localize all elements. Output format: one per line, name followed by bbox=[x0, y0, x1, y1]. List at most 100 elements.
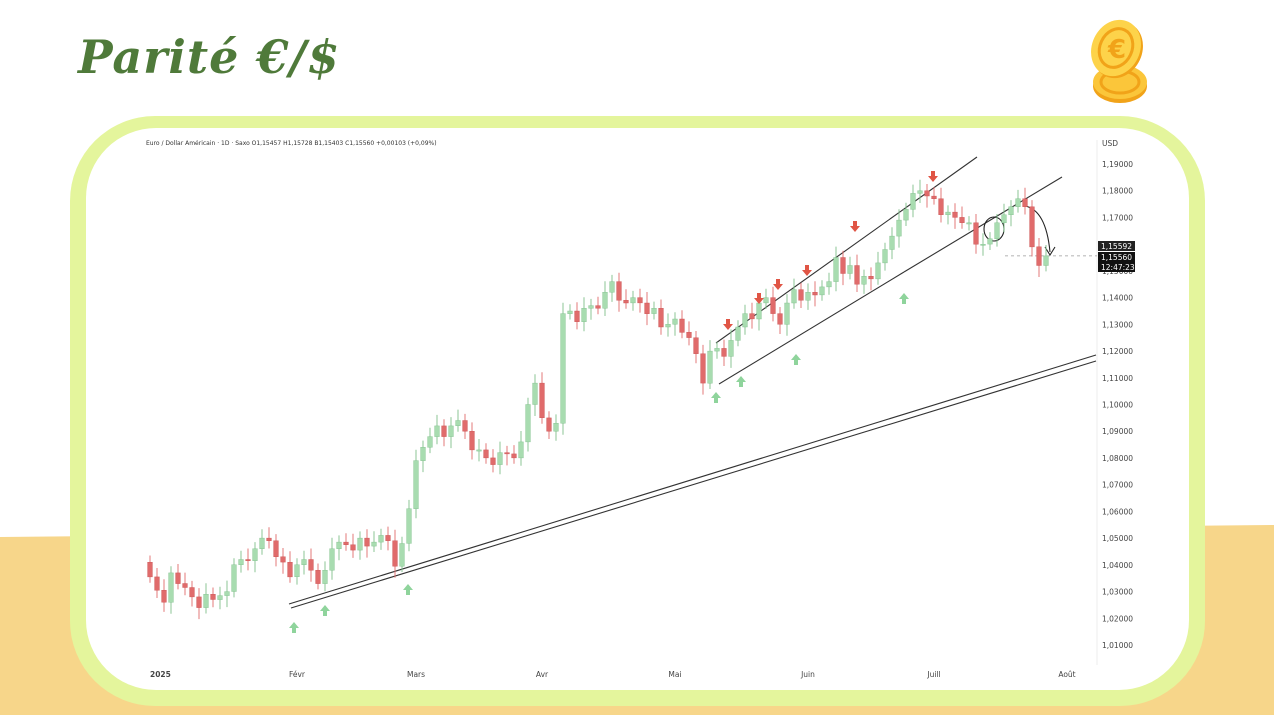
candle-body bbox=[833, 257, 839, 282]
candle-body bbox=[448, 425, 454, 437]
buy-arrow-icon bbox=[899, 293, 909, 304]
drop-arrow bbox=[1024, 205, 1051, 253]
y-tick-label: 1,14000 bbox=[1102, 294, 1133, 303]
candle-body bbox=[679, 318, 685, 333]
sell-arrow-icon bbox=[928, 171, 938, 182]
candle-body bbox=[882, 249, 888, 264]
x-tick-label: Juill bbox=[926, 670, 940, 679]
x-tick-label: Juin bbox=[800, 670, 815, 679]
candle-body bbox=[665, 324, 671, 328]
candle-body bbox=[476, 449, 482, 452]
candle-body bbox=[875, 262, 881, 280]
candle-body bbox=[959, 217, 965, 223]
candle-body bbox=[392, 540, 398, 567]
candle-body bbox=[588, 305, 594, 309]
candle-body bbox=[812, 292, 818, 296]
candle-body bbox=[322, 570, 328, 584]
candle-body bbox=[539, 382, 545, 419]
x-tick-label: 2025 bbox=[150, 670, 171, 679]
sell-arrow-icon bbox=[773, 279, 783, 290]
y-tick-label: 1,08000 bbox=[1102, 454, 1133, 463]
candle-body bbox=[532, 382, 538, 405]
candle-body bbox=[455, 420, 461, 427]
candle-body bbox=[350, 544, 356, 551]
candle-body bbox=[217, 595, 223, 600]
candle-body bbox=[371, 541, 377, 547]
candle-body bbox=[336, 541, 342, 549]
candle-body bbox=[224, 591, 230, 596]
candle-body bbox=[308, 559, 314, 571]
buy-arrow-icon bbox=[791, 354, 801, 365]
candle-body bbox=[329, 548, 335, 571]
candle-body bbox=[742, 313, 748, 328]
y-tick-label: 1,17000 bbox=[1102, 213, 1133, 222]
y-tick-label: 1,01000 bbox=[1102, 641, 1133, 650]
sell-arrow-icon bbox=[754, 293, 764, 304]
candle-body bbox=[805, 292, 811, 301]
breakout-circle bbox=[983, 216, 1005, 242]
candle-body bbox=[343, 541, 349, 545]
candle-body bbox=[315, 570, 321, 584]
candle-body bbox=[910, 193, 916, 210]
candle-body bbox=[490, 457, 496, 465]
x-tick-label: Mai bbox=[668, 670, 681, 679]
candle-body bbox=[581, 308, 587, 322]
candle-body bbox=[147, 562, 153, 578]
y-tick-label: 1,03000 bbox=[1102, 588, 1133, 597]
candle-body bbox=[1022, 198, 1028, 207]
candle-body bbox=[238, 559, 244, 566]
y-tick-label: 1,09000 bbox=[1102, 427, 1133, 436]
buy-arrow-icon bbox=[320, 605, 330, 616]
candle-body bbox=[399, 543, 405, 567]
candle-body bbox=[504, 452, 510, 455]
candle-body bbox=[994, 222, 1000, 240]
trendline bbox=[718, 271, 905, 385]
slide-title: Parité €/$ bbox=[78, 30, 341, 84]
candle-body bbox=[931, 195, 937, 200]
buy-arrow-icon bbox=[711, 392, 721, 403]
candle-body bbox=[595, 305, 601, 309]
candle-body bbox=[602, 292, 608, 309]
candle-body bbox=[154, 576, 160, 591]
candle-body bbox=[273, 540, 279, 557]
candle-body bbox=[511, 453, 517, 459]
candle-body bbox=[686, 332, 692, 338]
candle-body bbox=[1036, 246, 1042, 266]
candle-body bbox=[427, 436, 433, 448]
y-tick-label: 1,11000 bbox=[1102, 374, 1133, 383]
candle-body bbox=[770, 297, 776, 314]
y-tick-label: 1,06000 bbox=[1102, 507, 1133, 516]
candle-body bbox=[553, 423, 559, 432]
candle-body bbox=[609, 281, 615, 293]
candle-body bbox=[777, 313, 783, 325]
candle-body bbox=[672, 318, 678, 325]
candle-body bbox=[301, 559, 307, 566]
candle-body bbox=[231, 564, 237, 592]
y-tick-label: 1,19000 bbox=[1102, 160, 1133, 169]
candle-body bbox=[280, 556, 286, 563]
candle-body bbox=[413, 460, 419, 509]
candle-body bbox=[721, 348, 727, 357]
candle-body bbox=[462, 420, 468, 432]
drop-arrow-head bbox=[1044, 246, 1056, 257]
candle-body bbox=[966, 222, 972, 225]
candle-body bbox=[651, 308, 657, 314]
candle-body bbox=[560, 313, 566, 424]
candle-body bbox=[693, 337, 699, 354]
price-tag bbox=[1098, 262, 1135, 272]
candle-body bbox=[700, 353, 706, 384]
candle-body bbox=[973, 222, 979, 245]
candle-body bbox=[161, 590, 167, 603]
candle-body bbox=[791, 289, 797, 304]
candle-body bbox=[637, 297, 643, 304]
candle-body bbox=[630, 297, 636, 304]
x-tick-label: Août bbox=[1058, 670, 1075, 679]
y-tick-label: 1,18000 bbox=[1102, 187, 1133, 196]
candle-body bbox=[756, 302, 762, 320]
candle-body bbox=[889, 235, 895, 250]
candle-body bbox=[658, 308, 664, 328]
price-tag-label: 1,15560 bbox=[1101, 253, 1132, 262]
candle-body bbox=[245, 559, 251, 561]
candle-body bbox=[1008, 206, 1014, 216]
candle-body bbox=[546, 417, 552, 432]
